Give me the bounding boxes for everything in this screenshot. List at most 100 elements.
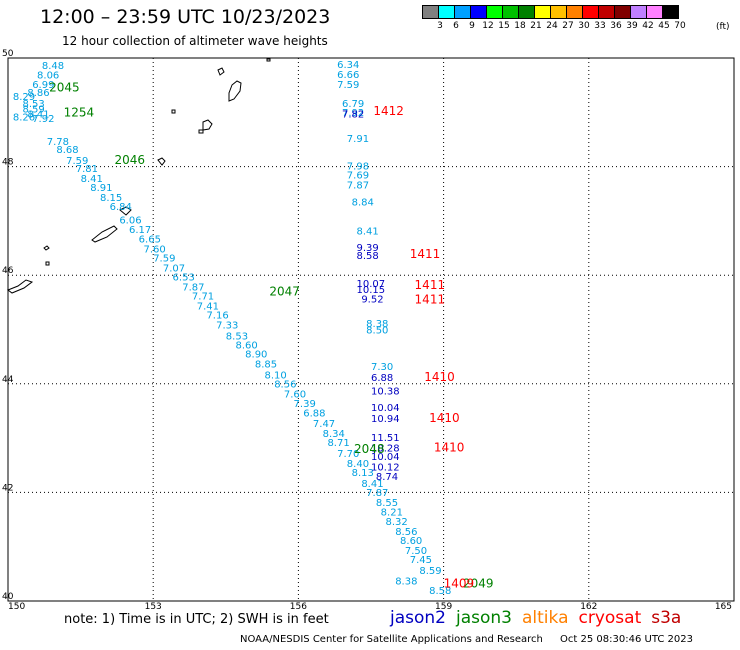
legend-label: 9 xyxy=(469,21,475,31)
swh-value: 7.91 xyxy=(347,134,369,145)
swh-value: 7.41 xyxy=(197,301,219,312)
legend-label: 3 xyxy=(437,21,443,31)
satellite-jason2: jason2 xyxy=(390,608,446,628)
swh-value: 6.79 xyxy=(342,99,364,110)
wave-height-map: 8.488.066.998.868.298.538.598.418.267.92… xyxy=(2,49,735,610)
legend-swatch xyxy=(662,5,679,19)
swh-value: 8.56 xyxy=(274,380,296,391)
island-shape xyxy=(43,245,50,251)
swh-value: 8.41 xyxy=(27,110,49,121)
swh-value: 8.26 xyxy=(13,112,35,123)
island-shape xyxy=(171,109,176,114)
swh-value: 8.53 xyxy=(226,331,248,342)
pass-number: 2045 xyxy=(49,81,80,95)
swh-value: 8.41 xyxy=(356,226,378,237)
pass-number: 1410 xyxy=(424,370,455,384)
swh-value: 7.16 xyxy=(206,311,228,322)
swh-value: 8.86 xyxy=(27,88,49,99)
pass-number: 1254 xyxy=(64,106,95,120)
island-shape xyxy=(228,80,242,102)
pass-labels: 2045125420462047204820491412141114111411… xyxy=(49,81,493,591)
pass-number: 2049 xyxy=(463,576,494,590)
credit-text: NOAA/NESDIS Center for Satellite Applica… xyxy=(240,634,543,645)
island-shape xyxy=(202,119,213,131)
legend-label: 21 xyxy=(530,21,542,31)
swh-value: 8.84 xyxy=(352,198,374,209)
swh-value: 6.84 xyxy=(110,202,132,213)
swh-value: 8.60 xyxy=(235,341,257,352)
satellite-altika: altika xyxy=(522,608,569,628)
swh-value: 8.56 xyxy=(395,527,417,538)
swh-value: 10.28 xyxy=(371,444,400,455)
island-shape xyxy=(217,67,225,76)
swh-value: 10.38 xyxy=(371,387,400,398)
pass-number: 1410 xyxy=(429,411,460,425)
pass-number: 1410 xyxy=(434,441,465,455)
swh-value: 7.98 xyxy=(347,161,369,172)
pass-number: 2048 xyxy=(354,442,385,456)
swh-value: 8.60 xyxy=(400,536,422,547)
swh-value: 8.59 xyxy=(23,104,45,115)
color-legend: 3 6 9 12 15 18 21 24 27 30 33 36 39 42 45 70 xyxy=(422,5,686,33)
island-shape xyxy=(266,58,271,62)
legend-label: 6 xyxy=(453,21,459,31)
pass-number: 1412 xyxy=(373,104,404,118)
coastline xyxy=(6,58,271,294)
swh-value: 8.32 xyxy=(386,517,408,528)
swh-tracks: 8.488.066.998.868.298.538.598.418.267.92… xyxy=(13,60,452,597)
swh-value: 7.87 xyxy=(347,180,369,191)
legend-label: 42 xyxy=(642,21,654,31)
swh-value: 7.70 xyxy=(337,449,359,460)
swh-value: 7.60 xyxy=(144,244,166,255)
swh-value: 7.87 xyxy=(182,282,204,293)
pass-number: 1411 xyxy=(415,278,446,292)
pass-number: 1411 xyxy=(410,247,441,261)
swh-value: 8.48 xyxy=(42,61,64,72)
swh-value: 8.58 xyxy=(356,251,378,262)
swh-value: 6.17 xyxy=(129,225,151,236)
swh-value: 8.38 xyxy=(395,577,417,588)
swh-value: 8.68 xyxy=(56,145,78,156)
island-shape xyxy=(119,206,132,216)
pass-number: 1409 xyxy=(444,576,475,590)
swh-value: 8.58 xyxy=(429,586,451,597)
legend-label: 15 xyxy=(498,21,510,31)
island-shape xyxy=(157,157,166,166)
swh-value: 7.87 xyxy=(366,488,388,499)
generated-timestamp: Oct 25 08:30:46 UTC 2023 xyxy=(560,634,693,645)
swh-value: 8.50 xyxy=(366,325,388,336)
swh-value: 7.59 xyxy=(153,254,175,265)
swh-value: 8.74 xyxy=(376,472,398,483)
swh-value: 8.71 xyxy=(327,438,349,449)
lon-tick-label: 165 xyxy=(715,602,732,610)
lat-tick-label: 40 xyxy=(2,592,14,602)
legend-label: 45 xyxy=(658,21,670,31)
legend-label: 33 xyxy=(594,21,606,31)
lon-tick-label: 162 xyxy=(580,602,597,610)
swh-value: 10.07 xyxy=(356,279,385,290)
swh-value: 7.92 xyxy=(342,108,364,119)
swh-value: 7.30 xyxy=(371,362,393,373)
swh-value: 6.88 xyxy=(371,373,393,384)
swh-value: 7.71 xyxy=(192,292,214,303)
satellite-cryosat: cryosat xyxy=(578,608,642,628)
swh-value: 7.78 xyxy=(47,137,69,148)
swh-value: 11.51 xyxy=(371,433,400,444)
swh-value: 10.15 xyxy=(356,285,385,296)
legend-label: 24 xyxy=(546,21,558,31)
island-shape xyxy=(6,279,34,294)
swh-value: 8.29 xyxy=(13,92,35,103)
swh-value: 6.66 xyxy=(337,70,359,81)
swh-value: 7.07 xyxy=(163,263,185,274)
swh-value: 6.65 xyxy=(139,235,161,246)
swh-value: 7.60 xyxy=(284,389,306,400)
swh-value: 10.94 xyxy=(371,414,400,425)
swh-value: 8.53 xyxy=(23,99,45,110)
swh-value: 7.81 xyxy=(76,164,98,175)
swh-value: 6.34 xyxy=(337,60,359,71)
map-frame xyxy=(7,57,735,602)
swh-value: 9.52 xyxy=(361,294,383,305)
swh-value: 7.69 xyxy=(347,171,369,182)
swh-value: 10.12 xyxy=(371,463,400,474)
map-grid xyxy=(7,57,735,602)
